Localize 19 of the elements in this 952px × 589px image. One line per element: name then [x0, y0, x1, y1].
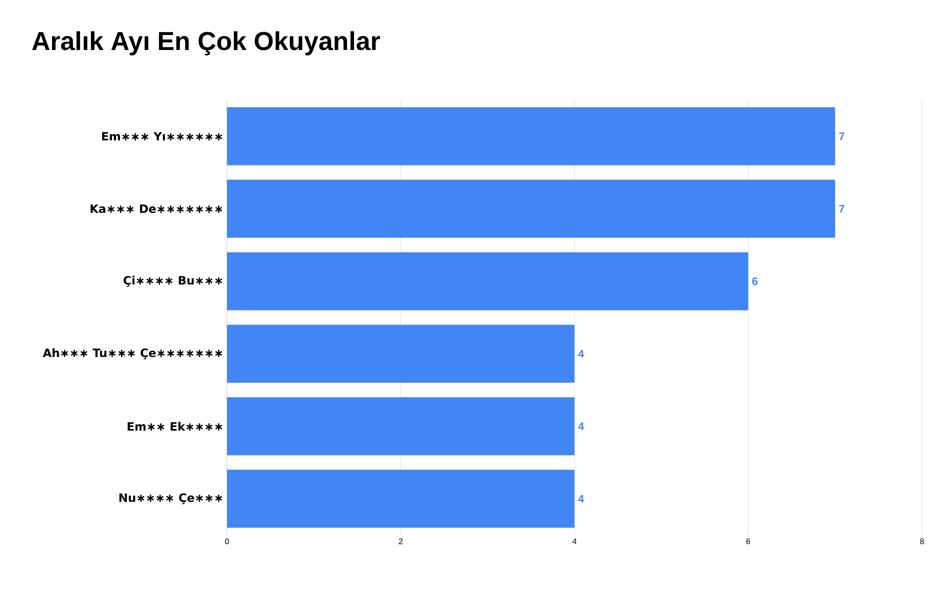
- data-label: 4: [578, 494, 584, 503]
- y-tick-label: Ka∗∗∗ De∗∗∗∗∗∗∗: [90, 204, 222, 214]
- bar: [227, 397, 574, 456]
- bar: [227, 107, 836, 166]
- bar: [227, 252, 748, 310]
- y-tick-label: Em∗∗∗ Yı∗∗∗∗∗∗: [102, 132, 222, 140]
- chart-title: Aralık Ayı En Çok Okuyanlar: [32, 31, 380, 56]
- y-tick-label: Em∗∗ Ek∗∗∗∗: [128, 422, 222, 431]
- bar: [227, 180, 836, 238]
- data-label: 4: [578, 422, 584, 430]
- y-tick-label: Nu∗∗∗∗ Çe∗∗∗: [119, 493, 222, 504]
- data-label: 6: [752, 277, 758, 286]
- data-label: 7: [839, 132, 844, 140]
- bar: [227, 470, 574, 528]
- data-label: 4: [578, 350, 584, 358]
- data-label: 7: [839, 204, 844, 213]
- y-tick-label: Ah∗∗∗ Tu∗∗∗ Çe∗∗∗∗∗∗∗: [42, 348, 222, 360]
- bar: [227, 324, 574, 383]
- y-tick-label: Çi∗∗∗∗ Bu∗∗∗: [124, 276, 222, 287]
